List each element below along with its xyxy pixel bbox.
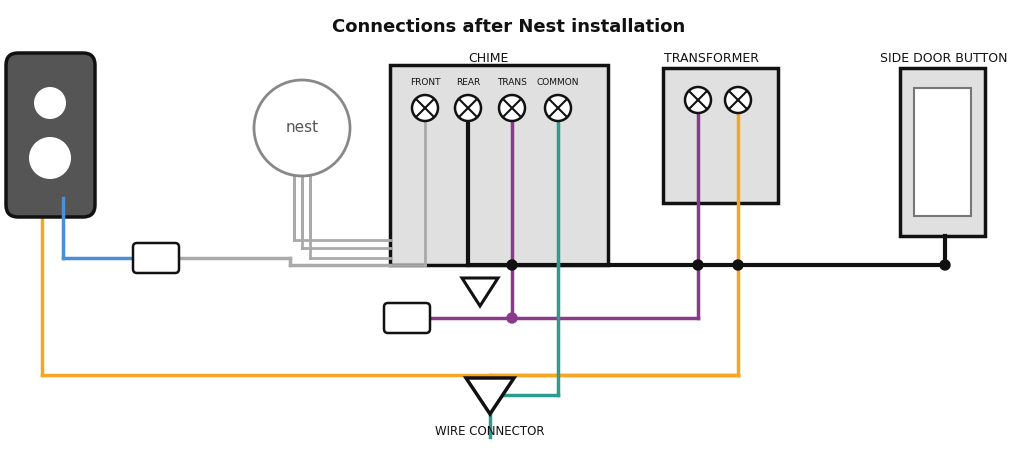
Circle shape bbox=[507, 313, 517, 323]
Text: WIRE CONNECTOR: WIRE CONNECTOR bbox=[435, 425, 545, 438]
Circle shape bbox=[733, 260, 743, 270]
Circle shape bbox=[693, 260, 703, 270]
Circle shape bbox=[685, 87, 711, 113]
Circle shape bbox=[940, 260, 950, 270]
Circle shape bbox=[412, 95, 438, 121]
Bar bbox=[663, 68, 778, 203]
Circle shape bbox=[499, 95, 525, 121]
Text: TRANS: TRANS bbox=[497, 78, 527, 87]
Bar bbox=[900, 68, 985, 236]
Circle shape bbox=[545, 95, 571, 121]
Circle shape bbox=[507, 260, 517, 270]
Polygon shape bbox=[462, 278, 498, 306]
Text: Connections after Nest installation: Connections after Nest installation bbox=[332, 18, 685, 36]
Text: nest: nest bbox=[286, 121, 318, 136]
Circle shape bbox=[29, 137, 71, 179]
Circle shape bbox=[34, 87, 66, 119]
Text: FRONT: FRONT bbox=[410, 78, 440, 87]
FancyBboxPatch shape bbox=[384, 303, 430, 333]
Text: TRANSFORMER: TRANSFORMER bbox=[664, 52, 760, 65]
Circle shape bbox=[455, 95, 481, 121]
Bar bbox=[914, 88, 971, 216]
Polygon shape bbox=[466, 378, 514, 414]
Text: CHIME: CHIME bbox=[468, 52, 508, 65]
Text: SIDE DOOR BUTTON: SIDE DOOR BUTTON bbox=[881, 52, 1008, 65]
Circle shape bbox=[725, 87, 751, 113]
Circle shape bbox=[254, 80, 350, 176]
Bar bbox=[390, 65, 608, 265]
Text: REAR: REAR bbox=[456, 78, 480, 87]
Text: COMMON: COMMON bbox=[537, 78, 580, 87]
FancyBboxPatch shape bbox=[133, 243, 179, 273]
FancyBboxPatch shape bbox=[6, 53, 95, 217]
Text: Nest Hello: Nest Hello bbox=[18, 52, 82, 65]
